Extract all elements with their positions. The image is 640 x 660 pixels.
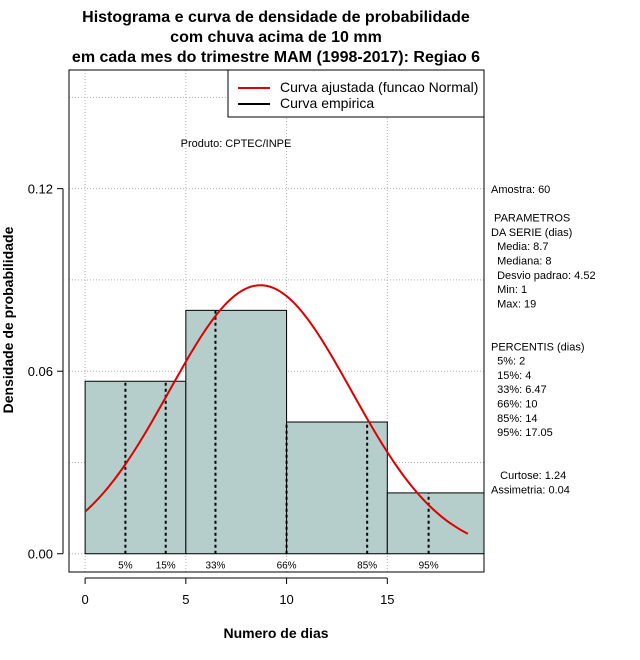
side-panel-line: 5%: 2 — [491, 356, 525, 368]
side-panel-line: Assimetria: 0.04 — [491, 484, 570, 496]
legend: Curva ajustada (funcao Normal) Curva emp… — [227, 69, 485, 118]
side-panel-line: Amostra: 60 — [491, 184, 550, 196]
side-panel-line: 95%: 17.05 — [491, 427, 553, 439]
side-panel-line: 33%: 6.47 — [491, 384, 547, 396]
percentile-label: 85% — [357, 561, 377, 572]
side-panel-line: Max: 19 — [491, 298, 536, 310]
percentile-label: 33% — [205, 561, 225, 572]
percentile-label: 66% — [277, 561, 297, 572]
side-panel-line: Media: 8.7 — [491, 241, 548, 253]
percentile-label: 95% — [419, 561, 439, 572]
y-tick-label: 0.12 — [28, 182, 53, 197]
histogram-bar — [185, 309, 288, 555]
histogram-bar — [386, 492, 485, 555]
side-panel-line: PERCENTIS (dias) — [491, 341, 585, 353]
side-panel-line: 85%: 14 — [491, 413, 537, 425]
y-tick-label: 0.06 — [28, 364, 53, 379]
legend-label-empirical: Curva empirica — [280, 95, 374, 111]
normal-curve — [84, 284, 469, 535]
side-panel-line: DA SERIE (dias) — [491, 227, 572, 239]
side-panel-stats: Amostra: 60 PARAMETROS DA SERIE (dias) Me… — [491, 184, 596, 496]
y-tick-label: 0.00 — [28, 547, 53, 562]
x-axis-title: Numero de dias — [223, 625, 328, 641]
x-tick-label: 10 — [279, 592, 293, 607]
histogram-bar — [286, 421, 388, 555]
side-panel-line: Mediana: 8 — [491, 256, 552, 268]
chart-title-line-1: Histograma e curva de densidade de proba… — [82, 9, 470, 26]
y-axis: 0.00 0.06 0.12 — [28, 182, 64, 562]
x-tick-label: 0 — [81, 592, 88, 607]
percentile-lines: 5% 15% 33% 66% 85% 95% — [118, 310, 439, 572]
chart-title-line-2: com chuva acima de 10 mm — [170, 29, 382, 46]
chart-title: Histograma e curva de densidade de proba… — [72, 9, 480, 66]
side-panel-line: Desvio padrao: 4.52 — [491, 270, 596, 282]
histogram-bar — [84, 380, 187, 555]
legend-label-fitted: Curva ajustada (funcao Normal) — [280, 79, 478, 95]
side-panel-line: 66%: 10 — [491, 399, 537, 411]
side-panel-line: PARAMETROS — [491, 213, 570, 225]
x-tick-label: 15 — [380, 592, 394, 607]
percentile-label: 15% — [156, 561, 176, 572]
x-axis: 0 5 10 15 — [81, 577, 395, 607]
percentile-label: 5% — [118, 561, 133, 572]
histogram-bars — [84, 309, 485, 555]
side-panel-line: Curtose: 1.24 — [491, 470, 566, 482]
legend-box — [227, 69, 485, 118]
chart-title-line-3: em cada mes do trimestre MAM (1998-2017)… — [72, 49, 480, 66]
produto-annotation: Produto: CPTEC/INPE — [181, 138, 292, 150]
y-axis-title: Densidade de probabilidade — [0, 226, 16, 413]
x-tick-label: 5 — [182, 592, 189, 607]
side-panel-line: Min: 1 — [491, 284, 527, 296]
side-panel-line: 15%: 4 — [491, 370, 531, 382]
